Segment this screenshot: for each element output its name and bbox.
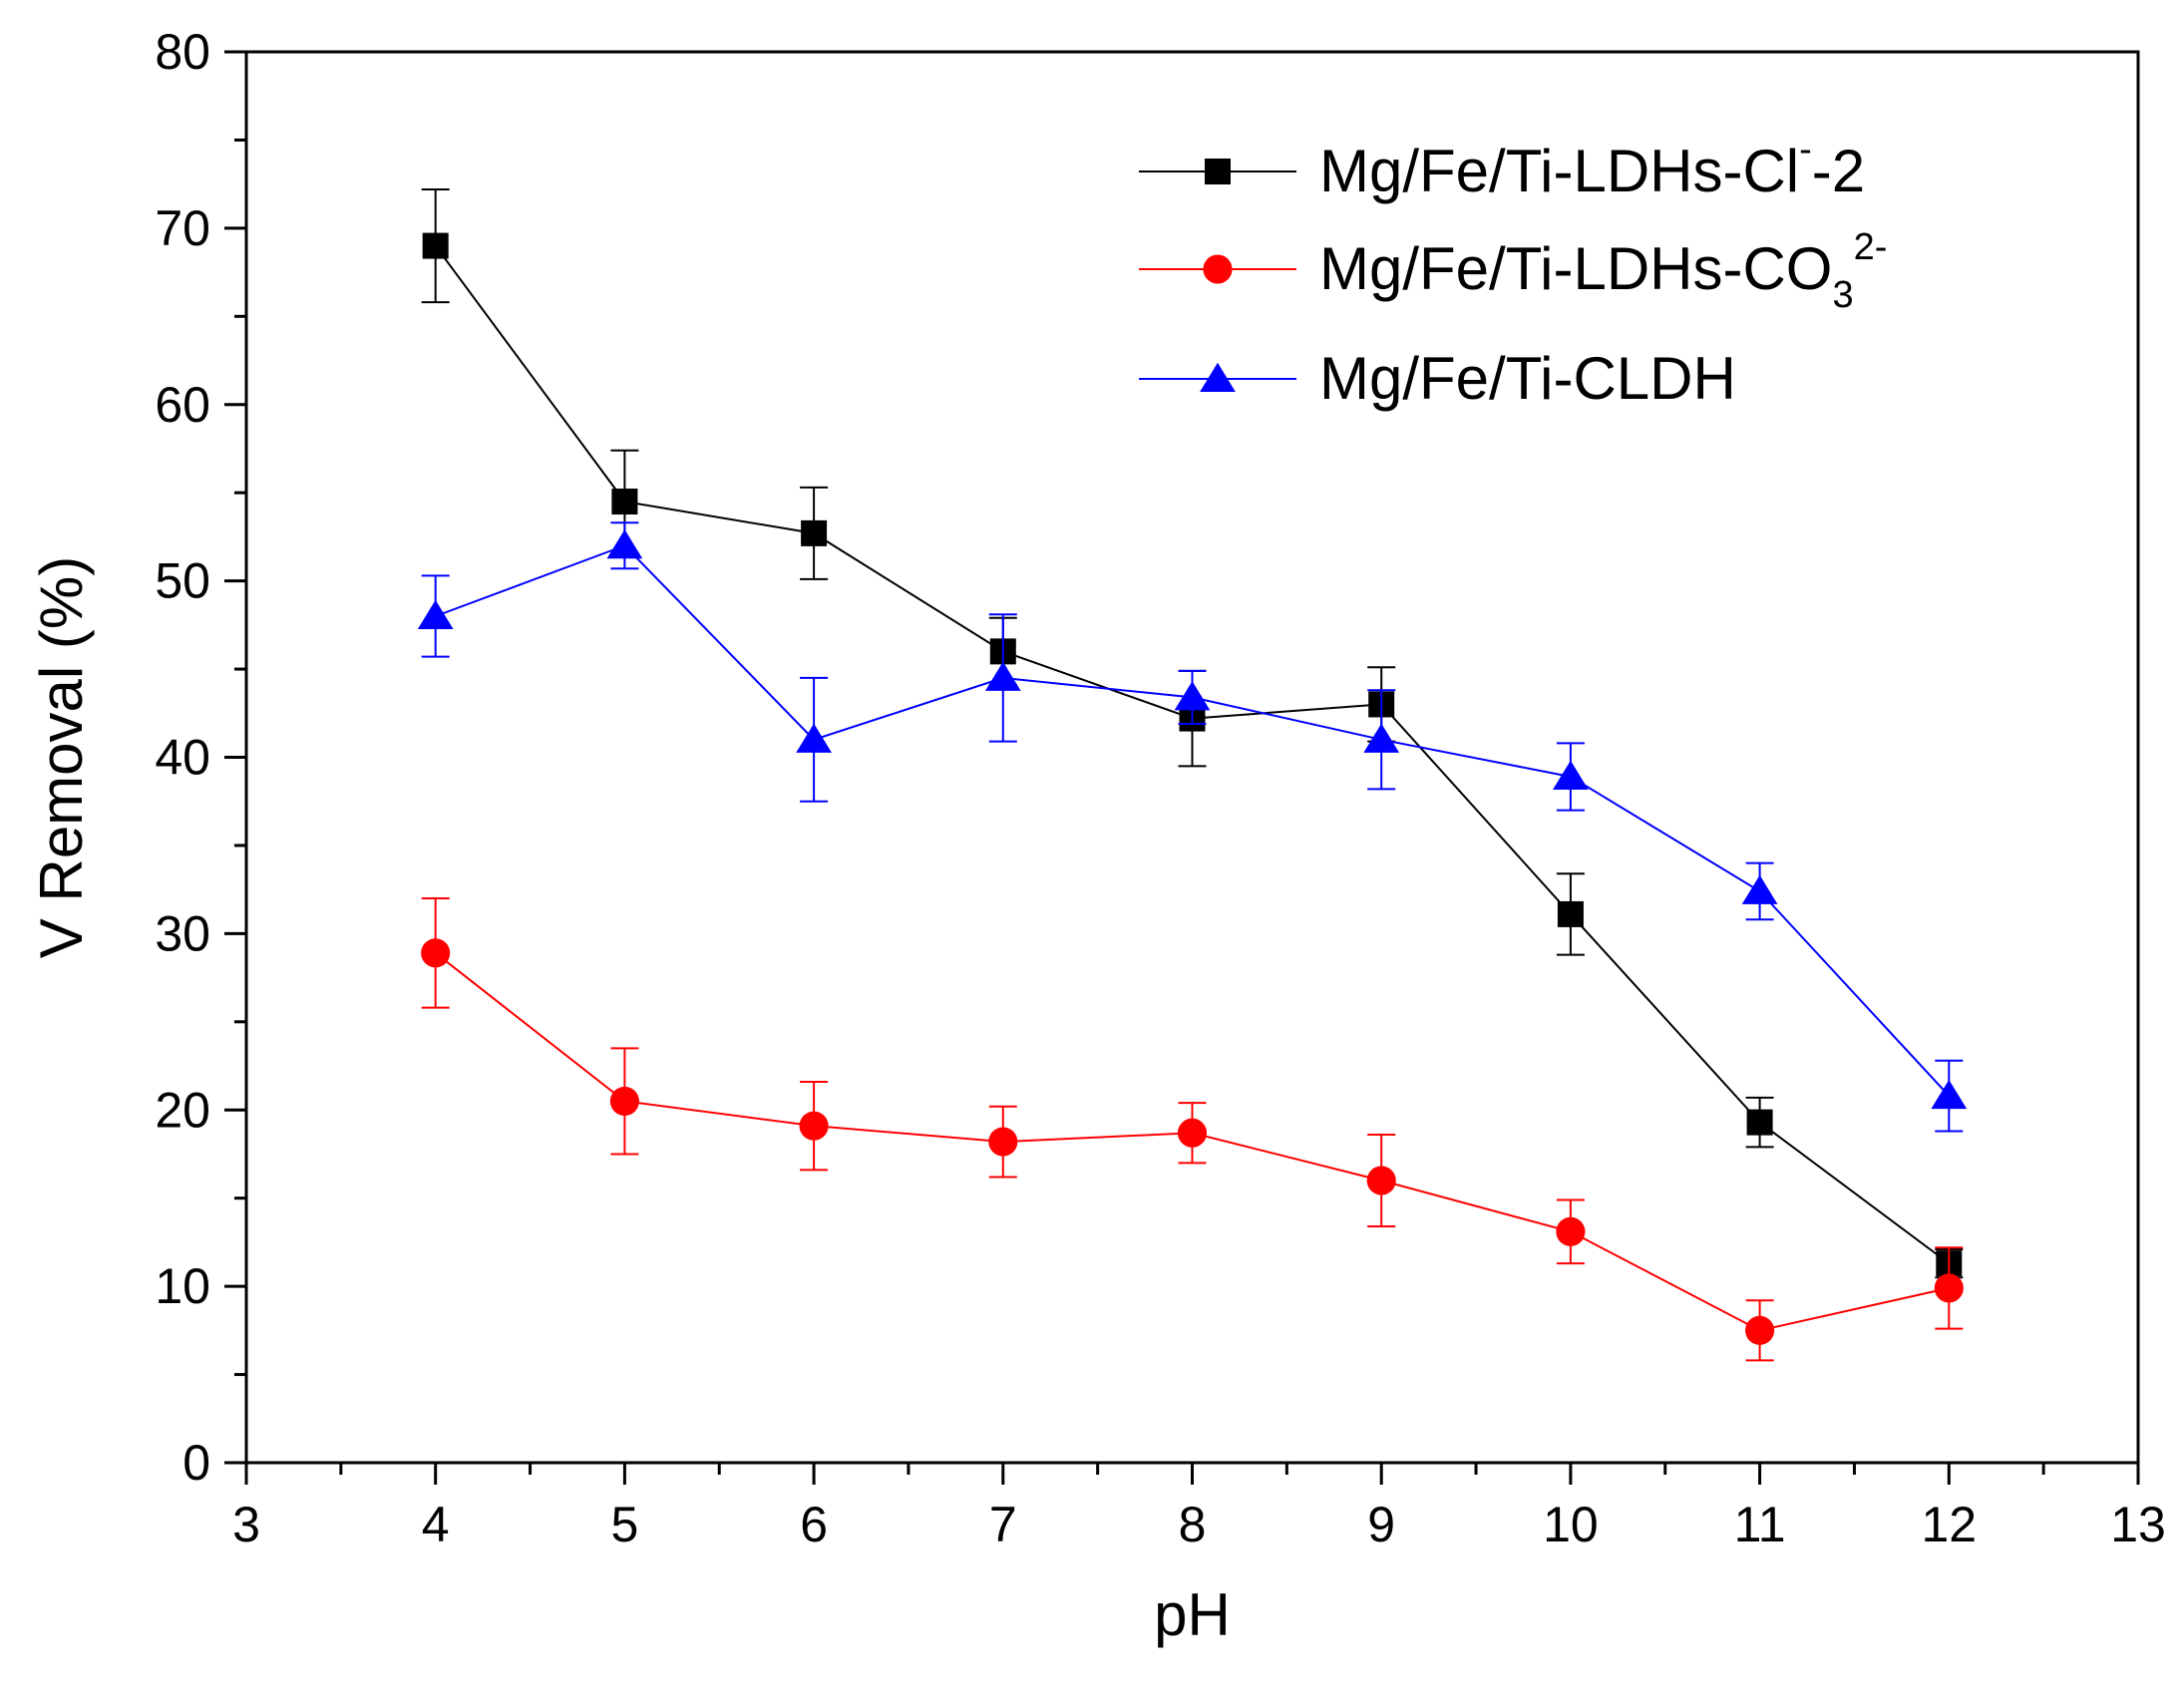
data-point	[1557, 900, 1584, 927]
data-point	[1934, 1273, 1964, 1303]
data-point	[796, 723, 832, 753]
data-point	[1366, 1166, 1396, 1195]
legend-marker	[1205, 159, 1231, 184]
x-tick-label: 10	[1543, 1497, 1599, 1552]
x-tick-label: 9	[1367, 1497, 1395, 1552]
data-point	[421, 938, 451, 968]
data-point	[1553, 760, 1589, 790]
y-tick-label: 30	[155, 905, 210, 961]
x-tick-label: 4	[422, 1497, 450, 1552]
data-point	[1363, 723, 1400, 753]
legend-item-3: Mg/Fe/Ti-CLDH	[1139, 345, 1736, 412]
data-point	[984, 661, 1021, 691]
data-point	[422, 232, 449, 259]
x-axis-label: pH	[1154, 1581, 1231, 1648]
y-tick-label: 20	[155, 1082, 210, 1138]
data-point	[606, 529, 643, 559]
legend-label: Mg/Fe/Ti-LDHs-Cl--2	[1319, 129, 1865, 204]
x-tick-label: 11	[1734, 1497, 1786, 1552]
data-point	[1174, 681, 1211, 711]
data-point	[1556, 1216, 1586, 1246]
legend-label: Mg/Fe/Ti-CLDH	[1319, 345, 1736, 412]
x-tick-label: 7	[989, 1497, 1017, 1552]
y-tick-label: 10	[155, 1258, 210, 1314]
x-tick-label: 8	[1179, 1497, 1207, 1552]
data-point	[988, 1127, 1018, 1157]
y-tick-label: 70	[155, 200, 210, 256]
y-tick-label: 40	[155, 730, 210, 786]
y-tick-label: 60	[155, 377, 210, 433]
legend-marker	[1203, 254, 1233, 284]
data-point	[1741, 874, 1778, 904]
x-tick-label: 5	[610, 1497, 638, 1552]
data-point	[609, 1086, 639, 1116]
x-tick-label: 12	[1921, 1497, 1977, 1552]
y-tick-label: 50	[155, 553, 210, 609]
series-line	[435, 544, 1951, 1097]
legend: Mg/Fe/Ti-LDHs-Cl--2 Mg/Fe/Ti-LDHs-CO32- Mg…	[1139, 129, 1887, 412]
y-axis: 0 10 20 30 40 50 60 70 80	[155, 24, 246, 1491]
x-axis: 3 4 5 6 7 8 9 10 11 12 13	[232, 1463, 2166, 1552]
data-point	[799, 1111, 829, 1141]
x-tick-label: 3	[232, 1497, 260, 1552]
data-point	[1745, 1315, 1775, 1345]
x-tick-label: 13	[2110, 1497, 2166, 1552]
data-point	[611, 489, 638, 515]
y-tick-label: 80	[155, 24, 210, 80]
data-point	[1746, 1109, 1773, 1136]
data-point	[1931, 1079, 1968, 1110]
data-point	[1177, 1118, 1208, 1148]
y-tick-label: 0	[182, 1435, 210, 1491]
legend-item-2: Mg/Fe/Ti-LDHs-CO32-	[1139, 226, 1887, 316]
legend-item-1: Mg/Fe/Ti-LDHs-Cl--2	[1139, 129, 1865, 204]
data-point	[417, 599, 454, 629]
data-point	[801, 519, 828, 546]
y-axis-label: V Removal (%)	[28, 556, 95, 958]
series-layer	[417, 187, 1968, 1362]
series-3	[417, 521, 1968, 1133]
legend-label: Mg/Fe/Ti-LDHs-CO32-	[1319, 226, 1887, 316]
legend-marker	[1200, 362, 1236, 392]
x-tick-label: 6	[800, 1497, 828, 1552]
series-2	[421, 897, 1964, 1362]
